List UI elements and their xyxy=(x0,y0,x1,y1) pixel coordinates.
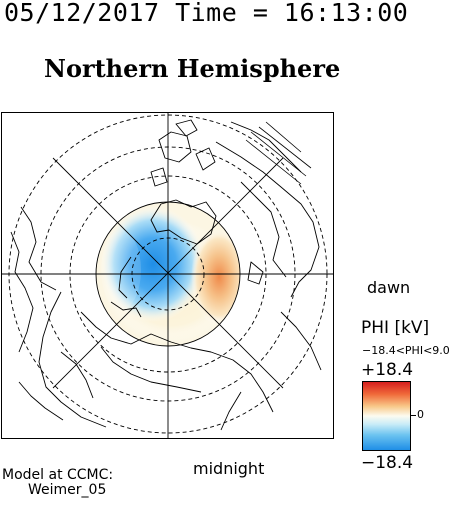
legend-max-label: +18.4 xyxy=(361,360,414,380)
coast-hatch xyxy=(245,121,312,185)
credit-line-2: Weimer_05 xyxy=(28,482,107,498)
colorbar-zero-tick xyxy=(411,415,416,416)
coastlines xyxy=(10,119,322,431)
credit-line-1: Model at CCMC: xyxy=(2,467,114,483)
polar-map xyxy=(1,112,334,439)
colorbar-zero-label: 0 xyxy=(417,408,424,421)
legend-title: PHI [kV] xyxy=(361,318,430,338)
plot-title: Northern Hemisphere xyxy=(44,54,341,83)
model-credit: Model at CCMC: Weimer_05 xyxy=(2,468,113,498)
legend-min-label: −18.4 xyxy=(361,453,414,473)
colorbar xyxy=(362,381,411,451)
dawn-label: dawn xyxy=(367,278,411,297)
meridian-lines xyxy=(1,112,334,439)
timestamp-header: 05/12/2017 Time = 16:13:00 xyxy=(4,0,409,27)
midnight-label: midnight xyxy=(193,459,265,478)
legend-range: −18.4<PHI<9.0 xyxy=(362,344,450,357)
